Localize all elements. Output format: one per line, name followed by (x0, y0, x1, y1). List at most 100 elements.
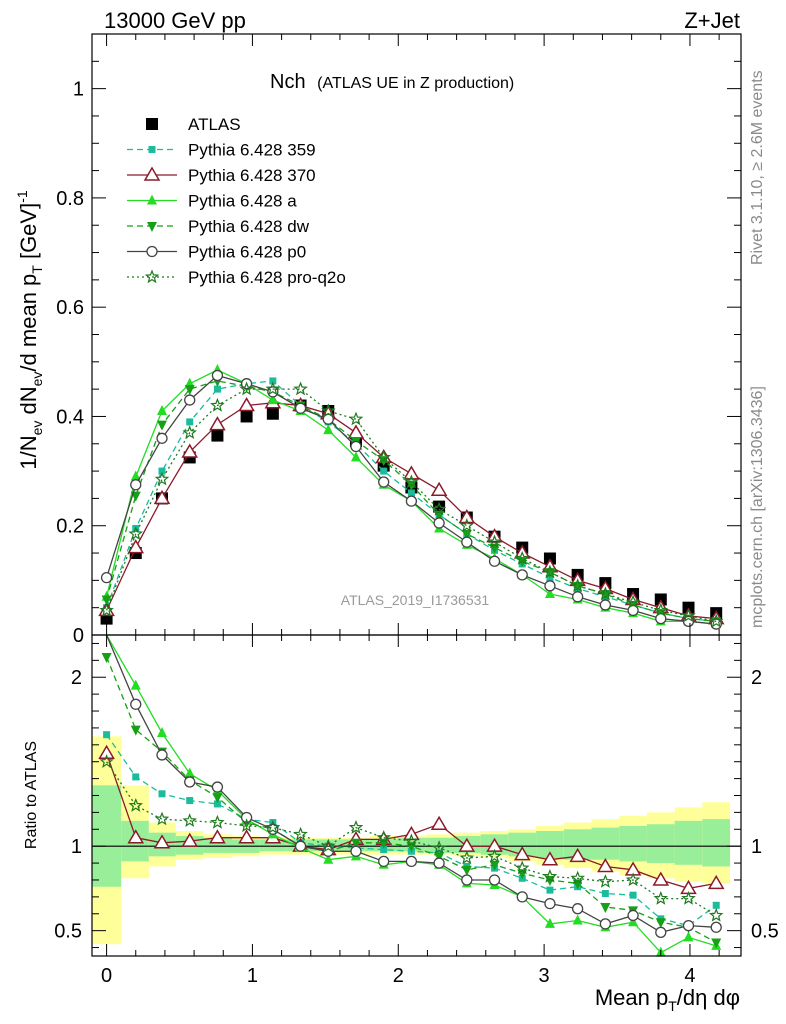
ratio-point (653, 890, 669, 905)
plot-title-sub: (ATLAS UE in Z production) (317, 75, 514, 92)
ratio-series-pythia-a (106, 634, 722, 957)
ratio-point (652, 871, 670, 886)
ratio-point (321, 838, 336, 853)
legend-label: Pythia 6.428 a (188, 192, 297, 211)
main-point (514, 550, 530, 565)
ratio-point (570, 870, 585, 885)
ratio-point (544, 897, 556, 910)
main-point (238, 397, 255, 412)
ratio-point (98, 744, 115, 760)
ratio-point (127, 829, 145, 844)
ratio-point (213, 800, 221, 808)
ratio-point (211, 781, 224, 793)
ratio-point (546, 886, 554, 894)
main-point (405, 495, 418, 507)
main-point (681, 608, 696, 623)
ratio-point (544, 917, 555, 928)
uncertainty-band-inner (259, 839, 287, 852)
legend-label: Pythia 6.428 pro-q2o (188, 268, 346, 287)
ratio-y-tick-label-right: 1 (751, 836, 762, 858)
legend-item: Pythia 6.428 pro-q2o (127, 268, 346, 287)
xlabel-part2: /dη dφ (677, 985, 740, 1010)
ratio-point (210, 814, 225, 829)
main-point (184, 394, 196, 406)
main-point (269, 377, 277, 385)
main-point (570, 578, 585, 593)
main-point (544, 580, 556, 592)
main-point (380, 467, 388, 475)
ylabel-sup: -1 (14, 190, 30, 203)
uncertainty-band-inner (92, 785, 122, 887)
ratio-point (710, 921, 722, 933)
main-point (516, 569, 528, 581)
ratio-point (598, 874, 613, 888)
ratio-point (487, 848, 502, 863)
ratio-point (629, 891, 637, 899)
main-point (127, 539, 145, 554)
main-point (598, 586, 613, 601)
ratio-frame (91, 634, 742, 957)
main-point (433, 517, 445, 529)
ratio-series-layer (98, 634, 725, 957)
ratio-y-tick-label: 0.5 (54, 921, 82, 943)
main-point (542, 564, 558, 579)
ratio-point (293, 826, 308, 841)
main-series-layer (98, 364, 725, 630)
uncertainty-band-inner (508, 832, 537, 857)
ratio-point (212, 793, 223, 804)
ratio-point (130, 679, 141, 690)
ratio-point (101, 652, 112, 663)
main-series-pythia-pro-q2o (99, 381, 724, 628)
ratio-point (405, 855, 418, 868)
ratio-point (599, 918, 612, 930)
main-point (350, 451, 361, 462)
y-tick-label: 0.4 (56, 406, 84, 428)
main-point (653, 602, 669, 617)
rivet-label: Rivet 3.1.10, ≥ 2.6M events (749, 70, 766, 265)
ratio-point (99, 754, 114, 768)
ratio-point (513, 846, 531, 861)
ratio-point (132, 773, 140, 781)
legend-marker (148, 146, 156, 153)
main-point (239, 381, 254, 396)
main-point (184, 385, 195, 396)
ylabel-part1: 1/N (16, 435, 41, 469)
xlabel-sub-t: T (668, 998, 677, 1014)
ratio-point (516, 891, 528, 903)
main-point (431, 501, 447, 516)
mcplots-label: mcplots.cern.ch [arXiv:1306.3436] (749, 386, 766, 628)
main-point (407, 489, 415, 497)
main-series-pythia-p0 (100, 369, 722, 630)
main-point (487, 534, 502, 549)
main-point (158, 467, 166, 475)
y-tick-label: 0.8 (56, 188, 84, 210)
ratio-point (597, 857, 614, 873)
ratio-point (628, 916, 639, 927)
main-point (211, 369, 224, 382)
main-point (430, 481, 448, 496)
ratio-point (182, 813, 197, 828)
process-label: Z+Jet (684, 8, 740, 33)
main-point (130, 470, 141, 481)
ratio-series-pythia-p0 (106, 634, 722, 938)
main-point (708, 613, 724, 628)
ratio-point (572, 903, 584, 915)
legend-item: Pythia 6.428 370 (127, 166, 316, 185)
ratio-point (433, 857, 445, 869)
ratio-point (184, 776, 196, 788)
legend-marker (147, 194, 157, 205)
ratio-point (156, 749, 168, 761)
main-point (128, 526, 144, 541)
ratio-point (130, 725, 141, 736)
main-point (572, 591, 584, 603)
main-point (156, 432, 168, 444)
main-line-pythia-370 (106, 402, 717, 620)
ratio-point (572, 914, 583, 925)
legend-item: ATLAS (146, 115, 241, 134)
main-point (182, 425, 197, 440)
ratio-point (627, 909, 639, 922)
main-ylabel: 1/Nev dNev/d mean pT [GeV]-1 (14, 190, 45, 470)
ratio-line-pythia-a (106, 634, 717, 954)
main-point (323, 424, 334, 435)
ratio-point (186, 797, 194, 805)
